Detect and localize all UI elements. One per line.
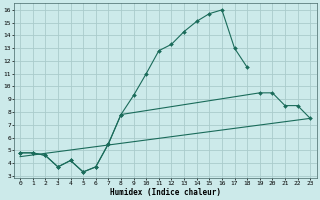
X-axis label: Humidex (Indice chaleur): Humidex (Indice chaleur) [110, 188, 220, 197]
